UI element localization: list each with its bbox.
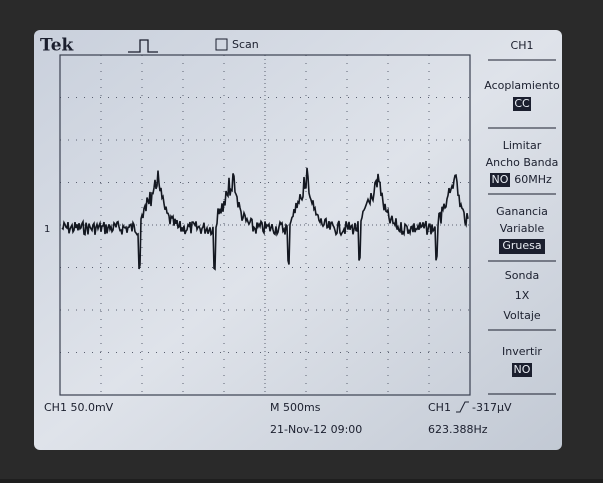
menu-value: NO: [492, 173, 509, 186]
frequency: 623.388Hz: [428, 423, 488, 436]
menu-label: Acoplamiento: [484, 79, 560, 92]
trigger-source: CH1: [428, 401, 451, 414]
menu-label: Ganancia: [496, 205, 548, 218]
menu-label: 1X: [515, 289, 530, 302]
menu-label: Limitar: [503, 139, 542, 152]
menu-extra: 60MHz: [514, 173, 552, 186]
brand: Tek: [40, 36, 75, 56]
page: Tek Scan 1 CH1 Acoplamiento CC Limitar A…: [0, 0, 603, 483]
datetime: 21-Nov-12 09:00: [270, 423, 362, 436]
menu-value: NO: [514, 363, 531, 376]
trigger-level: -317µV: [472, 401, 512, 414]
channel-scale: CH1 50.0mV: [44, 401, 114, 414]
screen: [34, 30, 562, 450]
menu-label: Invertir: [502, 345, 542, 358]
oscilloscope: Tek Scan 1 CH1 Acoplamiento CC Limitar A…: [0, 0, 603, 479]
timebase: M 500ms: [270, 401, 321, 414]
menu-title: CH1: [511, 39, 534, 52]
menu-label: Sonda: [505, 269, 539, 282]
mode: Scan: [232, 38, 259, 51]
menu-label: Variable: [500, 222, 545, 235]
menu-value: Gruesa: [502, 239, 541, 252]
channel-marker: 1: [44, 224, 50, 235]
menu-label: Ancho Banda: [486, 156, 559, 169]
menu-value: CC: [514, 97, 530, 110]
menu-label: Voltaje: [503, 309, 541, 322]
